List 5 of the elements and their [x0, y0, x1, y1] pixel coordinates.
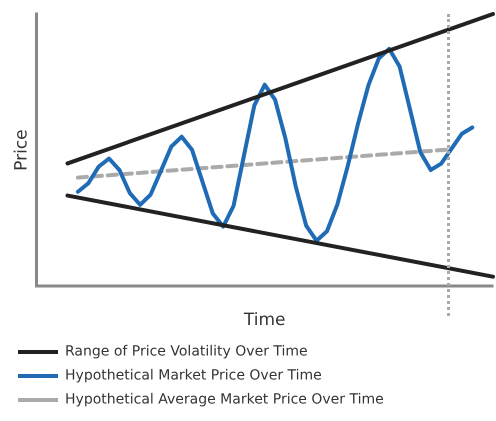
legend-label: Hypothetical Average Market Price Over Time: [65, 392, 384, 408]
y-axis-title: Price: [12, 129, 32, 171]
legend-label: Hypothetical Market Price Over Time: [65, 368, 322, 384]
legend-label: Range of Price Volatility Over Time: [65, 344, 308, 360]
x-axis-title: Time: [242, 310, 286, 330]
